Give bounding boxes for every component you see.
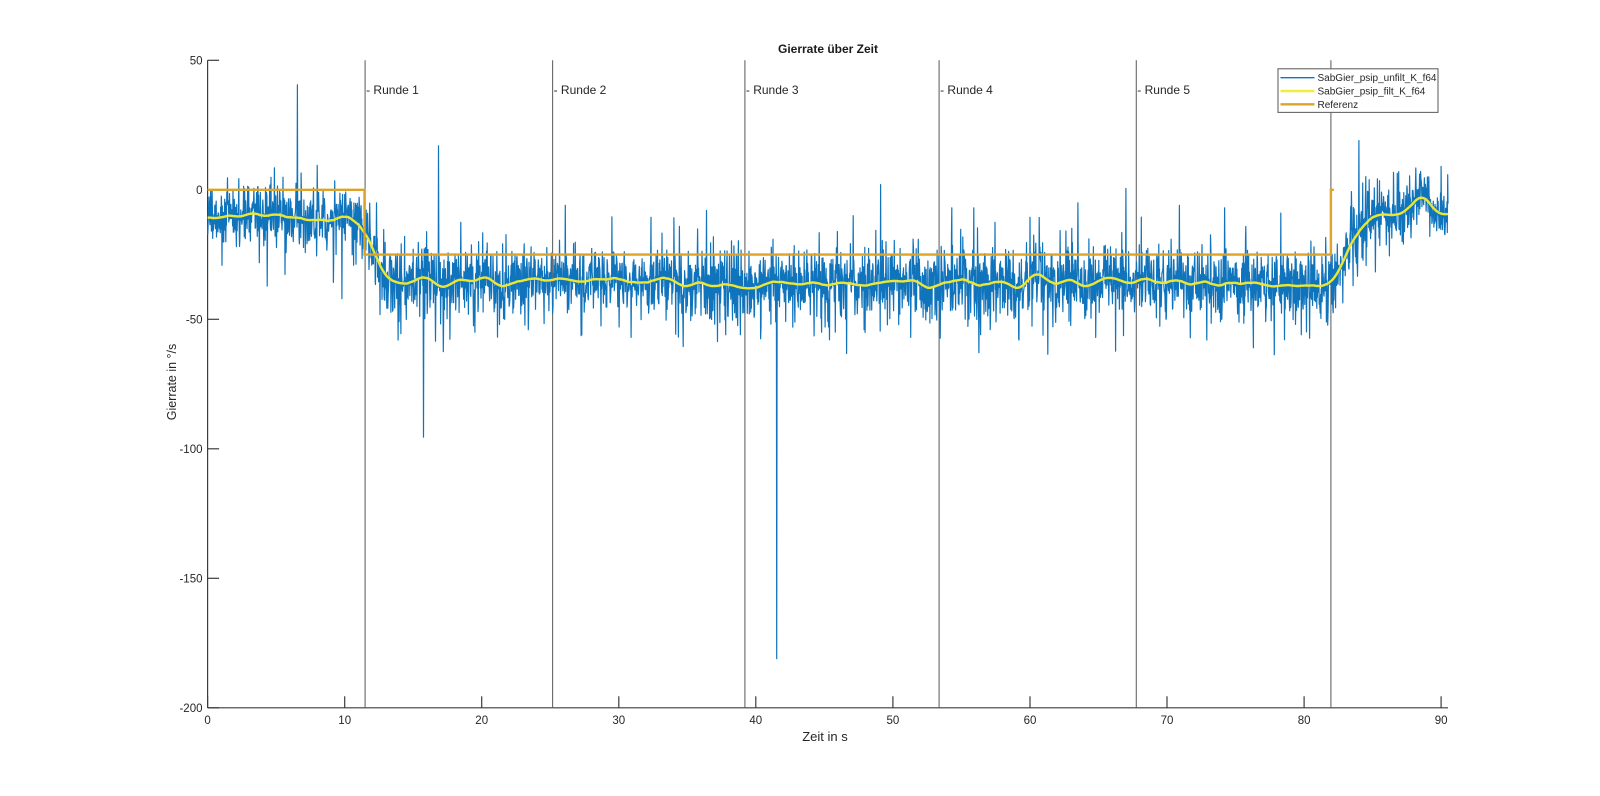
svg-text:- Runde 4: - Runde 4 [940,83,993,97]
svg-text:10: 10 [338,715,351,727]
svg-text:0: 0 [204,715,210,727]
svg-text:90: 90 [1435,715,1448,727]
svg-text:60: 60 [1024,715,1037,727]
svg-text:SabGier_psip_filt_K_f64: SabGier_psip_filt_K_f64 [1318,87,1426,98]
svg-text:50: 50 [887,715,900,727]
svg-text:-100: -100 [179,444,202,456]
svg-text:- Runde 1: - Runde 1 [366,83,419,97]
svg-text:- Runde 5: - Runde 5 [1137,83,1190,97]
svg-text:SabGier_psip_unfilt_K_f64: SabGier_psip_unfilt_K_f64 [1318,73,1437,84]
svg-text:50: 50 [190,55,203,67]
svg-text:-50: -50 [186,314,203,326]
svg-text:40: 40 [749,715,762,727]
svg-text:80: 80 [1298,715,1311,727]
svg-text:Zeit in s: Zeit in s [802,729,848,744]
svg-text:-150: -150 [179,573,202,585]
svg-text:Referenz: Referenz [1318,100,1359,111]
svg-text:70: 70 [1161,715,1174,727]
svg-text:0: 0 [196,185,202,197]
svg-text:Gierrate in °/s: Gierrate in °/s [165,344,179,421]
svg-text:- Runde 2: - Runde 2 [554,83,607,97]
svg-text:- Runde 3: - Runde 3 [746,83,799,97]
svg-text:20: 20 [475,715,488,727]
svg-text:30: 30 [612,715,625,727]
svg-text:Gierrate über Zeit: Gierrate über Zeit [778,42,878,56]
svg-text:-200: -200 [179,703,202,715]
